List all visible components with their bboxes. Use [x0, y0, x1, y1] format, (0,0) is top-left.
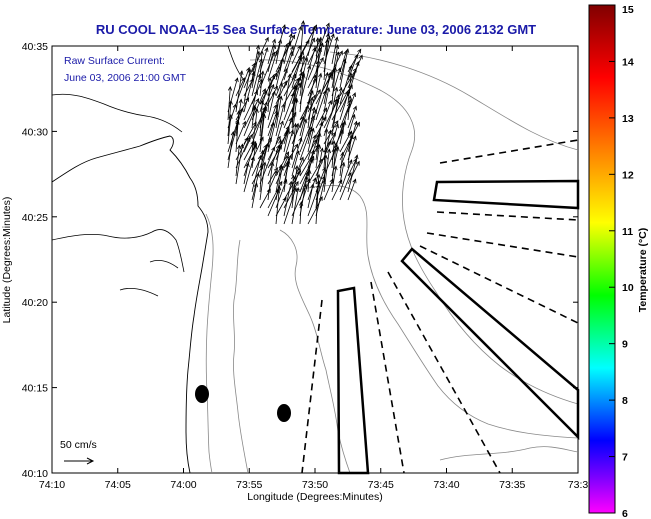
station-marker — [195, 385, 209, 403]
map-panel: Raw Surface Current: June 03, 2006 21:00… — [51, 20, 580, 475]
y-tick-labels: 40:35 40:30 40:25 40:20 40:15 40:10 — [22, 41, 48, 480]
colorbar-tick-label: 12 — [622, 169, 634, 181]
y-axis-label: Latitude (Degrees:Minutes) — [1, 197, 13, 324]
surface-current-vectors — [227, 20, 363, 225]
y-tick-label: 40:25 — [22, 212, 48, 224]
x-tick-label: 73:40 — [433, 479, 459, 491]
x-axis-label: Longitude (Degrees:Minutes) — [247, 491, 382, 503]
annotation-line1: Raw Surface Current: — [64, 55, 165, 67]
x-tick-label: 74:10 — [39, 479, 65, 491]
y-tick-label: 40:20 — [22, 297, 48, 309]
y-tick-label: 40:30 — [22, 126, 48, 138]
station-marker — [277, 404, 291, 422]
x-tick-label: 74:05 — [105, 479, 131, 491]
colorbar-tick-label: 13 — [622, 113, 634, 125]
bathymetry-contour — [329, 51, 579, 151]
x-tick-label: 73:3 — [568, 479, 589, 491]
colorbar-tick-label: 8 — [622, 395, 628, 407]
colorbar-tick-label: 15 — [622, 4, 634, 16]
colorbar-label: Temperature (°C) — [637, 228, 649, 313]
beam-box — [336, 286, 370, 475]
bathymetry-contour — [295, 185, 579, 439]
bathymetry-contour — [249, 59, 579, 405]
bathymetry-contour — [205, 213, 214, 474]
scale-arrow — [64, 457, 95, 465]
colorbar-tick-label: 9 — [622, 339, 628, 351]
x-tick-label: 73:45 — [368, 479, 394, 491]
scale-label: 50 cm/s — [60, 439, 97, 451]
beam-dashed-lines — [301, 139, 579, 474]
map-frame — [51, 45, 579, 474]
coastline-bay — [51, 229, 185, 297]
coastline — [51, 135, 209, 474]
x-tick-label: 73:55 — [236, 479, 262, 491]
y-tick-label: 40:35 — [22, 41, 48, 53]
colorbar-tick-label: 6 — [622, 508, 628, 519]
axis-ticks — [51, 45, 579, 474]
colorbar-tick-label: 7 — [622, 452, 628, 464]
colorbar-ticks: 15 14 13 12 11 10 9 8 7 6 — [609, 4, 634, 519]
colorbar-tick-label: 10 — [622, 282, 634, 294]
x-tick-label: 74:00 — [170, 479, 196, 491]
x-tick-label: 73:50 — [302, 479, 328, 491]
figure-title: RU COOL NOAA–15 Sea Surface Temperature:… — [96, 22, 536, 37]
x-tick-labels: 74:10 74:05 74:00 73:55 73:50 73:45 73:40 73:35… — [39, 479, 589, 491]
colorbar — [588, 4, 616, 514]
bathymetry-contour — [439, 446, 579, 461]
beam-box — [432, 179, 580, 210]
x-tick-label: 73:35 — [499, 479, 525, 491]
beam-box — [400, 247, 580, 441]
y-tick-label: 40:10 — [22, 468, 48, 480]
bathymetry-contour — [233, 239, 249, 474]
long-island-shore — [51, 45, 245, 133]
colorbar-tick-label: 14 — [622, 56, 634, 68]
annotation-line2: June 03, 2006 21:00 GMT — [64, 72, 187, 84]
colorbar-tick-label: 11 — [622, 226, 633, 238]
y-tick-label: 40:15 — [22, 383, 48, 395]
